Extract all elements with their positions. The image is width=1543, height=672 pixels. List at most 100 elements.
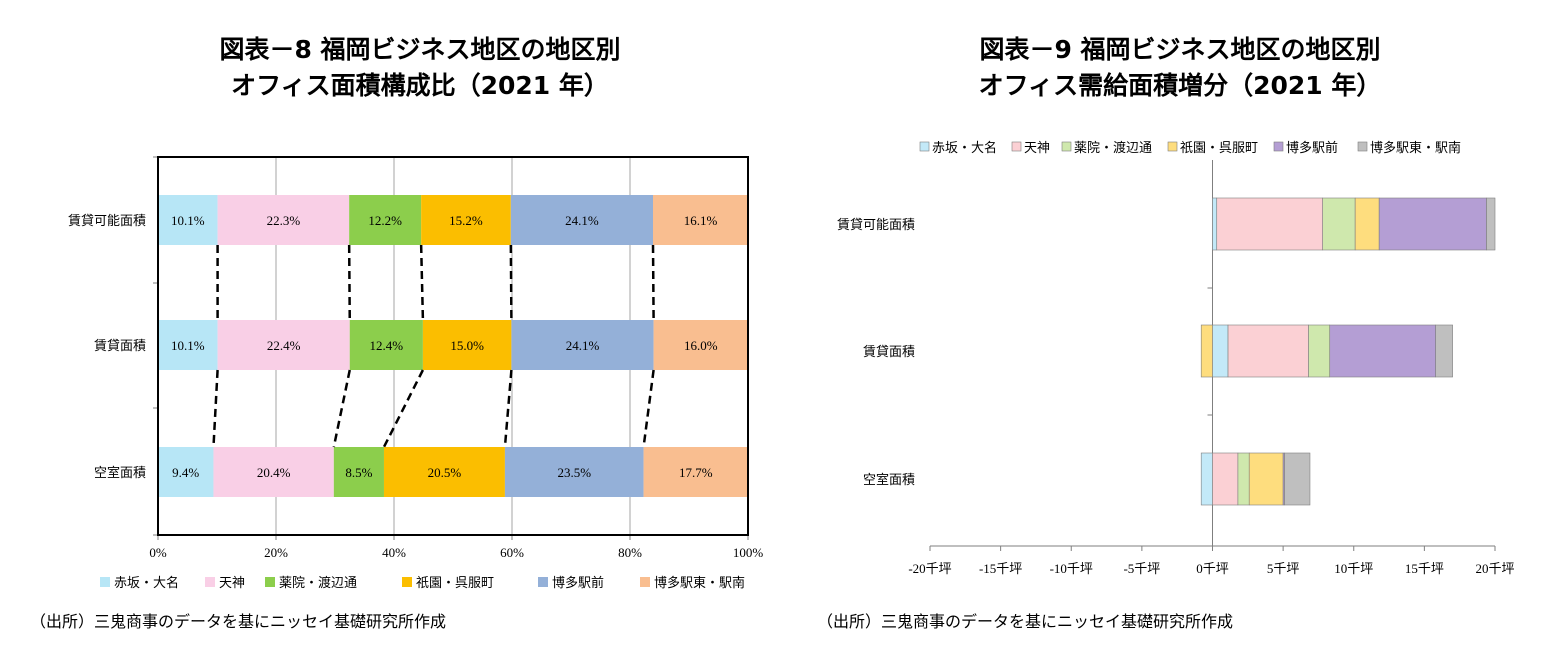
chart-1-title-line1: 図表－8 福岡ビジネス地区の地区別: [219, 35, 621, 64]
chart-1-plot-border: [157, 156, 749, 536]
chart-2-bar-segment: [1308, 324, 1331, 378]
chart-2-x-tick-label: 5千坪: [1267, 561, 1300, 576]
chart-2-bar-segment: [1284, 452, 1311, 506]
chart-1-source: （出所）三鬼商事のデータを基にニッセイ基礎研究所作成: [30, 612, 447, 631]
chart-2-legend-swatch: [1061, 141, 1072, 152]
chart-1-category-label: 空室面積: [94, 465, 146, 481]
chart-1-data-label: 22.3%: [267, 213, 301, 228]
chart-2-legend-swatch: [919, 141, 930, 152]
chart-2-title-line1: 図表－9 福岡ビジネス地区の地区別: [979, 35, 1381, 64]
chart-2-x-tick-label: -20千坪: [908, 561, 951, 576]
chart-2-bar-segment: [1354, 197, 1380, 251]
chart-1-x-tick-label: 80%: [618, 545, 642, 560]
chart-1-legend-swatch: [100, 577, 110, 587]
chart-2-legend-label: 天神: [1024, 141, 1050, 156]
chart-2-x-tick-label: -15千坪: [979, 561, 1022, 576]
chart-1-data-label: 20.4%: [257, 465, 291, 480]
chart-1-category-label: 賃貸可能面積: [68, 213, 146, 229]
chart-1-data-label: 17.7%: [679, 465, 713, 480]
chart-1-title: 図表－8 福岡ビジネス地区の地区別 オフィス面積構成比（2021 年）: [60, 32, 780, 104]
chart-2-bar-segment: [1227, 324, 1309, 378]
chart-2-bar-segment: [1486, 197, 1496, 251]
chart-2-legend-label: 赤坂・大名: [932, 140, 997, 156]
chart-2-x-tick-label: 10千坪: [1334, 561, 1373, 576]
chart-1-bar-segment: [643, 447, 748, 497]
chart-2-source: （出所）三鬼商事のデータを基にニッセイ基礎研究所作成: [817, 612, 1234, 631]
chart-2-bar-segment: [1200, 452, 1213, 506]
chart-1-bar-segment: [217, 195, 350, 245]
chart-2-bar-segment: [1212, 324, 1229, 378]
chart-2-x-tick-label: 15千坪: [1405, 561, 1444, 576]
chart-1-bar-segment: [422, 320, 512, 370]
chart-1-bar-segment: [333, 447, 384, 497]
chart-1-bar-segment: [510, 195, 654, 245]
chart-1-bar-segment: [349, 320, 423, 370]
chart-2-category-label: 空室面積: [863, 472, 915, 488]
chart-2-x-tick-label: 0千坪: [1196, 561, 1229, 576]
chart-1-data-label: 16.1%: [684, 213, 718, 228]
chart-2-legend-label: 薬院・渡辺通: [1074, 140, 1152, 156]
chart-2-legend-label: 博多駅前: [1286, 140, 1338, 156]
chart-2-legend-swatch: [1273, 141, 1284, 152]
chart-1-bar-segment: [213, 447, 334, 497]
chart-2-legend-swatch: [1011, 141, 1022, 152]
chart-1-legend-swatch: [538, 577, 548, 587]
chart-1-bar-segment: [421, 195, 511, 245]
chart-1-data-label: 15.2%: [449, 213, 483, 228]
chart-2-bar-segment: [1322, 197, 1356, 251]
chart-1-title-line2: オフィス面積構成比（2021 年）: [231, 71, 609, 100]
chart-1-data-label: 8.5%: [345, 465, 372, 480]
chart-1-bar-segment: [158, 447, 214, 497]
chart-2-legend-label: 祇園・呉服町: [1180, 141, 1258, 156]
chart-2-bar-segment: [1248, 452, 1284, 506]
chart-1-data-label: 22.4%: [267, 338, 301, 353]
chart-2-title: 図表－9 福岡ビジネス地区の地区別 オフィス需給面積増分（2021 年）: [830, 32, 1530, 104]
chart-1-legend-swatch: [205, 577, 215, 587]
chart-2-x-tick-label: 20千坪: [1475, 561, 1514, 576]
chart-1-bar-segment: [511, 320, 654, 370]
chart-1-bar-segment: [158, 195, 218, 245]
chart-1-legend-label: 博多駅東・駅南: [654, 575, 745, 591]
chart-1-legend-swatch: [640, 577, 650, 587]
chart-1-legend-label: 博多駅前: [552, 575, 604, 591]
chart-2-x-tick-label: -5千坪: [1123, 561, 1160, 576]
chart-1-x-tick-label: 40%: [382, 545, 406, 560]
chart-1-bar-segment: [217, 320, 350, 370]
chart-2-category-label: 賃貸面積: [863, 344, 915, 360]
chart-2-legend-swatch: [1357, 141, 1368, 152]
chart-1-data-label: 20.5%: [428, 465, 462, 480]
chart-1-data-label: 9.4%: [172, 465, 199, 480]
chart-2-category-label: 賃貸可能面積: [837, 217, 915, 233]
chart-1-connector-line: [382, 369, 425, 448]
chart-1-x-tick-label: 0%: [149, 545, 167, 560]
chart-2-bar-segment: [1200, 324, 1213, 378]
chart-1-data-label: 16.0%: [684, 338, 718, 353]
chart-2-bar-segment: [1329, 324, 1436, 378]
chart-2-legend-swatch: [1167, 141, 1178, 152]
chart-1-legend-label: 祇園・呉服町: [416, 576, 494, 591]
chart-1-category-label: 賃貸面積: [94, 338, 146, 354]
chart-1-bar-segment: [653, 195, 748, 245]
chart-1-data-label: 24.1%: [565, 213, 599, 228]
chart-1-bar-segment: [383, 447, 505, 497]
chart-2-x-tick-label: -10千坪: [1050, 561, 1093, 576]
chart-2-bar-segment: [1212, 197, 1218, 251]
chart-1-bar-segment: [653, 320, 748, 370]
chart-1-legend-swatch: [265, 577, 275, 587]
chart-2-bar-segment: [1216, 197, 1323, 251]
chart-2-bar-segment: [1237, 452, 1250, 506]
chart-1-legend-swatch: [402, 577, 412, 587]
chart-1-data-label: 24.1%: [566, 338, 600, 353]
chart-1-x-tick-label: 60%: [500, 545, 524, 560]
chart-1-data-label: 23.5%: [557, 465, 591, 480]
chart-1-data-label: 10.1%: [171, 338, 205, 353]
chart-2-bar-segment: [1378, 197, 1487, 251]
chart-1-bar-segment: [158, 320, 218, 370]
chart-2-legend-label: 博多駅東・駅南: [1370, 140, 1461, 156]
chart-1-data-label: 12.4%: [370, 338, 404, 353]
chart-1-legend-label: 薬院・渡辺通: [279, 575, 357, 591]
chart-2-title-line2: オフィス需給面積増分（2021 年）: [978, 71, 1382, 100]
chart-2-bar-segment: [1435, 324, 1453, 378]
chart-1-data-label: 12.2%: [368, 213, 402, 228]
